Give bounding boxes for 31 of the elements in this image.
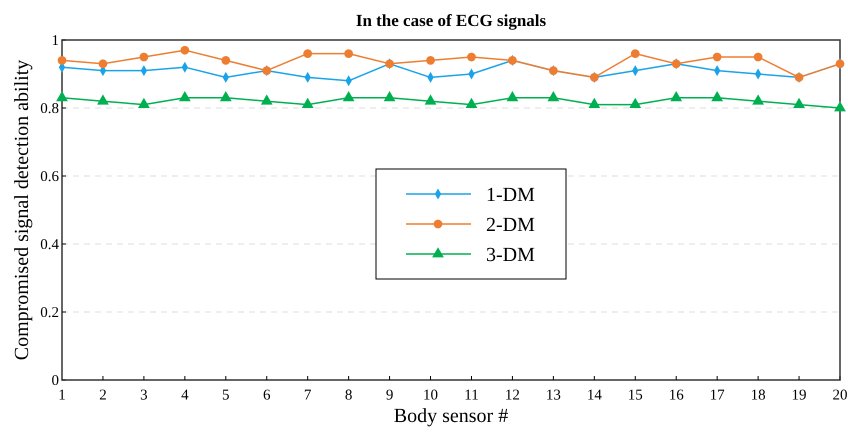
x-tick-label: 17 bbox=[710, 388, 726, 404]
x-tick-label: 6 bbox=[262, 388, 271, 404]
y-tick-label: 0.2 bbox=[40, 304, 59, 321]
x-tick-label: 3 bbox=[140, 388, 148, 404]
legend-label: 1-DM bbox=[486, 184, 536, 206]
x-tick-label: 13 bbox=[546, 388, 561, 404]
y-axis-title: Compromised signal detection ability bbox=[11, 60, 33, 360]
y-tick-label: 0.4 bbox=[40, 236, 60, 253]
x-tick-label: 8 bbox=[344, 388, 352, 404]
x-tick-label: 9 bbox=[386, 388, 394, 404]
x-axis-title: Body sensor # bbox=[394, 405, 508, 427]
x-tick-label: 16 bbox=[668, 388, 684, 404]
y-tick-label: 0.8 bbox=[40, 100, 59, 117]
legend-label: 2-DM bbox=[486, 214, 536, 236]
legend-label: 3-DM bbox=[486, 244, 536, 266]
x-tick-label: 7 bbox=[304, 388, 312, 404]
x-tick-label: 2 bbox=[99, 388, 107, 404]
y-tick-label: 0 bbox=[52, 372, 59, 389]
x-tick-label: 10 bbox=[423, 388, 438, 404]
chart-title: In the case of ECG signals bbox=[356, 11, 547, 30]
x-tick-label: 14 bbox=[586, 388, 602, 404]
x-tick-label: 15 bbox=[628, 388, 643, 404]
x-tick-label: 20 bbox=[832, 388, 848, 404]
x-tick-label: 19 bbox=[792, 388, 807, 404]
x-tick-label: 4 bbox=[181, 388, 190, 404]
x-tick-label: 11 bbox=[464, 388, 479, 404]
y-tick-label: 0.6 bbox=[40, 168, 60, 185]
x-tick-label: 18 bbox=[750, 388, 766, 404]
x-tick-label: 12 bbox=[504, 388, 520, 404]
x-tick-label: 5 bbox=[222, 388, 230, 404]
y-tick-label: 1 bbox=[52, 32, 59, 49]
